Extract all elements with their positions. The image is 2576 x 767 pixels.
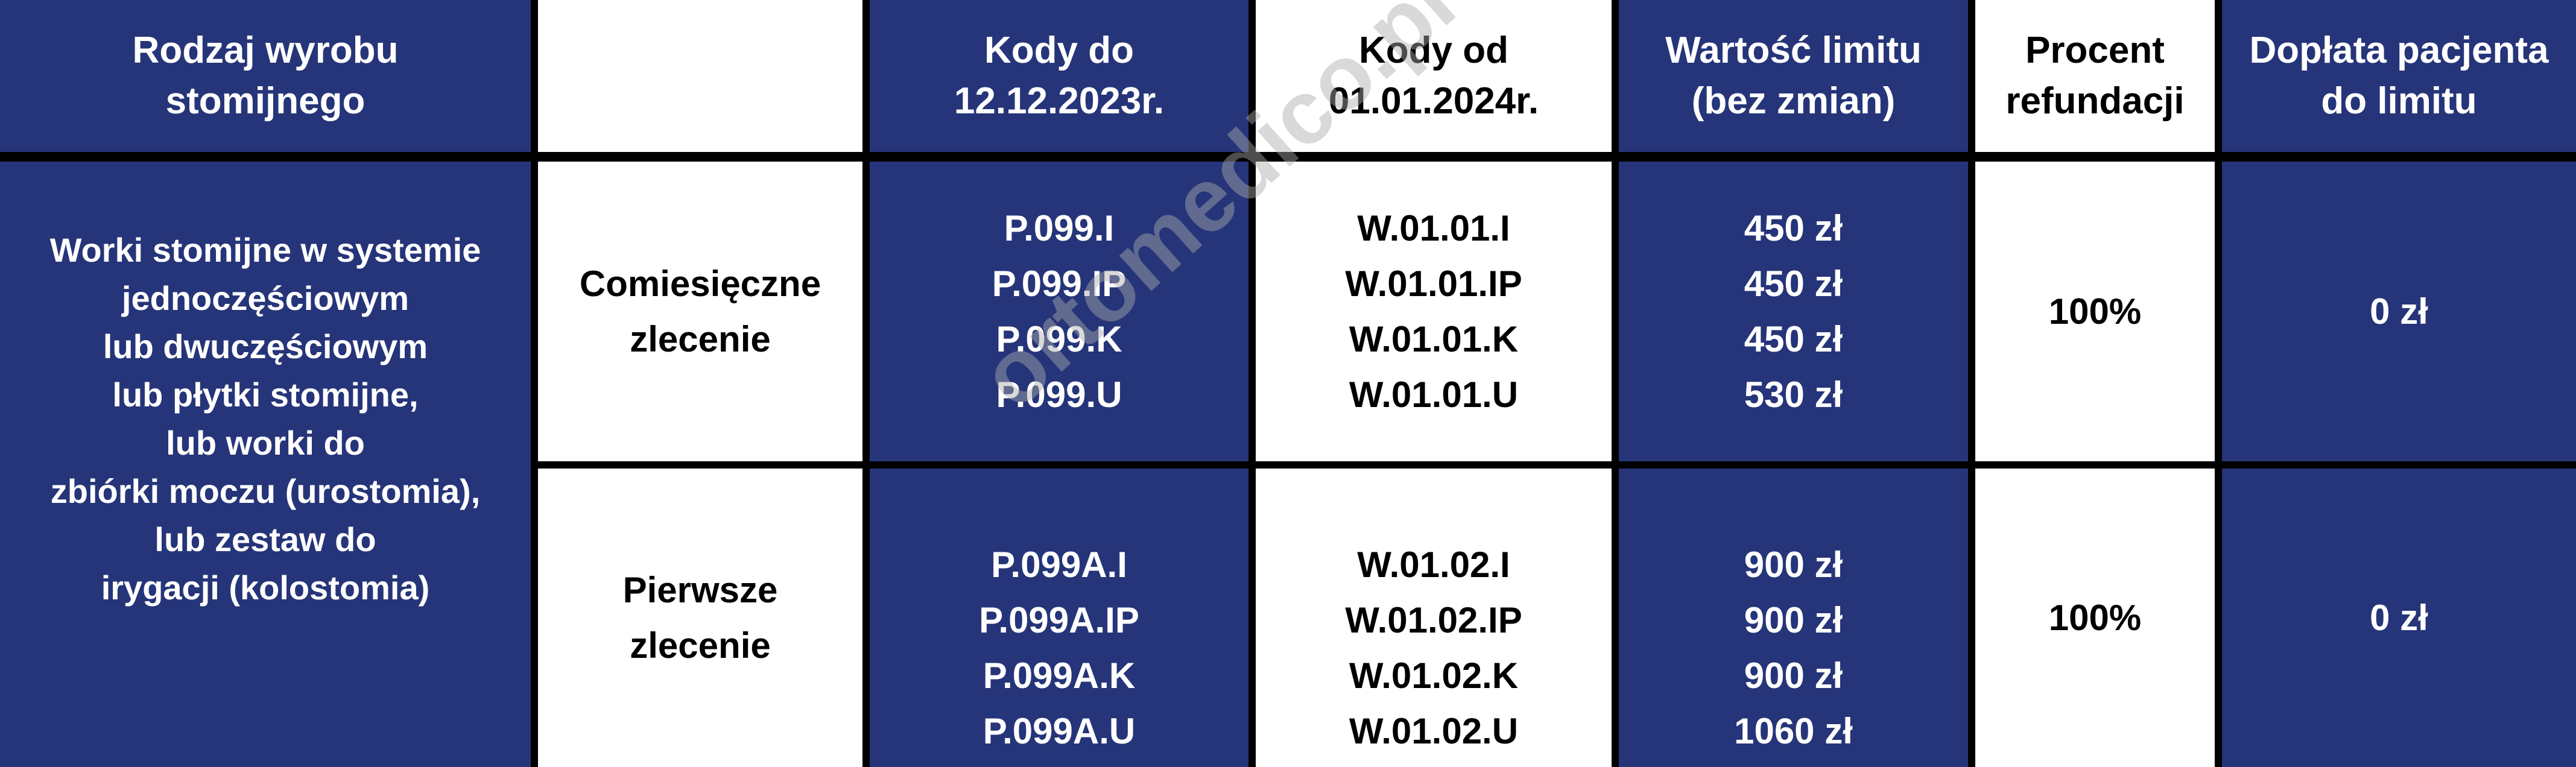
header-codes-new: Kody od 01.01.2024r.: [1256, 0, 1612, 152]
header-limit-value: Wartość limitu (bez zmian): [1619, 0, 1968, 152]
code: W.01.01.K: [1349, 318, 1519, 359]
code: P.099A.I: [991, 544, 1127, 585]
row1-codes-new: W.01.01.I W.01.01.IP W.01.01.K W.01.01.U: [1256, 162, 1612, 461]
description-line: lub dwuczęściowym: [103, 327, 428, 365]
description-line: lub zestaw do: [154, 520, 376, 558]
header-text: 01.01.2024r.: [1328, 80, 1539, 122]
row2-refund: 100%: [1975, 469, 2215, 767]
order-type-text: zlecenie: [630, 625, 771, 666]
header-text: 12.12.2023r.: [954, 80, 1165, 122]
row1-limits: 450 zł 450 zł 450 zł 530 zł: [1619, 162, 1968, 461]
product-description: Worki stomijne w systemie jednoczęściowy…: [0, 162, 531, 767]
code: W.01.02.K: [1349, 655, 1519, 696]
row1-copay: 0 zł: [2222, 162, 2576, 461]
header-text: Procent: [2025, 30, 2165, 71]
limit: 450 zł: [1744, 263, 1843, 304]
header-text: refundacji: [2005, 80, 2185, 122]
header-text: Kody do: [984, 30, 1134, 71]
code: W.01.02.IP: [1345, 599, 1522, 640]
code: W.01.01.U: [1349, 374, 1519, 415]
header-text: Kody od: [1359, 30, 1508, 71]
header-refund-percent: Procent refundacji: [1975, 0, 2215, 152]
description-line: zbiórki moczu (urostomia),: [50, 472, 481, 510]
row1-order-type: Comiesięczne zlecenie: [538, 162, 862, 461]
code: P.099.I: [1004, 207, 1115, 248]
copay: 0 zł: [2370, 291, 2428, 332]
order-type-text: Pierwsze: [622, 569, 778, 610]
header-codes-old: Kody do 12.12.2023r.: [870, 0, 1248, 152]
limit: 450 zł: [1744, 207, 1843, 248]
description-line: lub worki do: [166, 424, 365, 462]
description-line: irygacji (kolostomia): [101, 569, 430, 607]
limit: 450 zł: [1744, 318, 1843, 359]
row2-codes-old: P.099A.I P.099A.IP P.099A.K P.099A.U: [870, 469, 1248, 767]
code: W.01.01.IP: [1345, 263, 1522, 304]
code: W.01.02.U: [1349, 710, 1519, 751]
row2-limits: 900 zł 900 zł 900 zł 1060 zł: [1619, 469, 1968, 767]
limit: 1060 zł: [1734, 710, 1853, 751]
header-empty: [538, 0, 862, 152]
refund-percent: 100%: [2048, 597, 2142, 638]
code: P.099.IP: [992, 263, 1127, 304]
code: P.099.U: [996, 374, 1122, 415]
header-patient-copay: Dopłata pacjenta do limitu: [2222, 0, 2576, 152]
description-line: jednoczęściowym: [121, 279, 410, 317]
code: P.099A.IP: [979, 599, 1139, 640]
code: W.01.02.I: [1357, 544, 1510, 585]
header-text: do limitu: [2321, 80, 2477, 122]
limit: 900 zł: [1744, 544, 1843, 585]
header-text: (bez zmian): [1691, 80, 1896, 122]
row1-refund: 100%: [1975, 162, 2215, 461]
header-product-type: Rodzaj wyrobu stomijnego: [0, 0, 531, 152]
row2-codes-new: W.01.02.I W.01.02.IP W.01.02.K W.01.02.U: [1256, 469, 1612, 767]
header-text: Rodzaj wyrobu: [132, 30, 399, 71]
row2-copay: 0 zł: [2222, 469, 2576, 767]
copay: 0 zł: [2370, 597, 2428, 638]
refund-percent: 100%: [2048, 291, 2142, 332]
header-text: stomijnego: [165, 80, 366, 122]
code: P.099A.K: [983, 655, 1136, 696]
limit: 530 zł: [1744, 374, 1843, 415]
limit: 900 zł: [1744, 655, 1843, 696]
order-type-text: zlecenie: [630, 318, 771, 359]
header-text: Dopłata pacjenta: [2249, 30, 2549, 71]
description-line: lub płytki stomijne,: [112, 376, 419, 414]
order-type-text: Comiesięczne: [579, 263, 821, 304]
code: P.099.K: [996, 318, 1122, 359]
limit: 900 zł: [1744, 599, 1843, 640]
row1-codes-old: P.099.I P.099.IP P.099.K P.099.U: [870, 162, 1248, 461]
header-text: Wartość limitu: [1665, 30, 1922, 71]
row2-order-type: Pierwsze zlecenie: [538, 469, 862, 767]
code: W.01.01.I: [1357, 207, 1510, 248]
code: P.099A.U: [983, 710, 1136, 751]
description-line: Worki stomijne w systemie: [49, 231, 481, 269]
